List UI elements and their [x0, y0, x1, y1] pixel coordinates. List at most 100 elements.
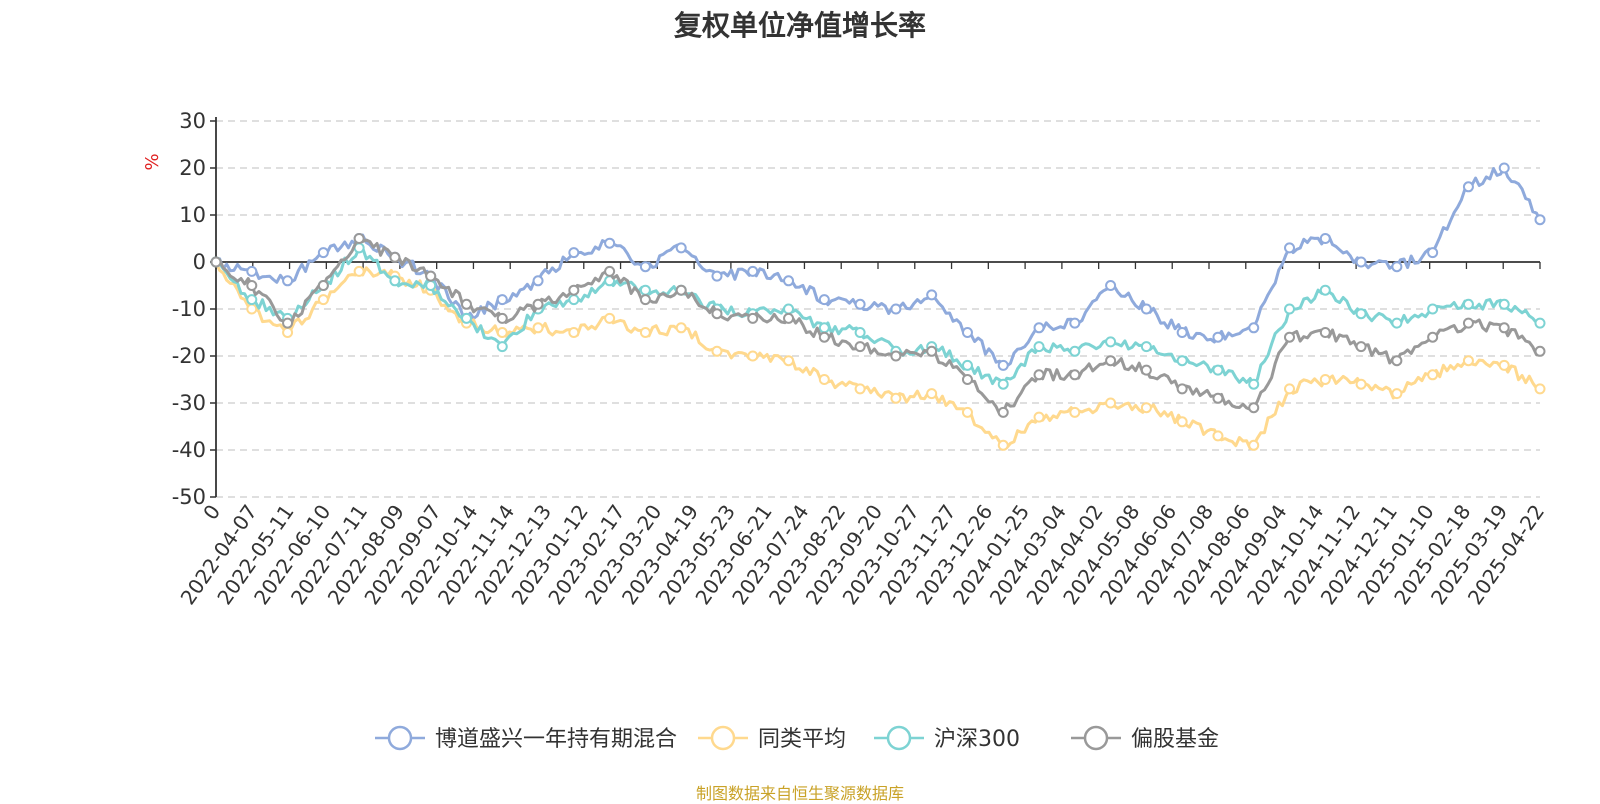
legend-label: 偏股基金 [1131, 727, 1219, 752]
series-group [210, 256, 1546, 451]
data-point [1140, 341, 1152, 353]
data-point [353, 265, 365, 277]
data-point [1284, 331, 1296, 343]
data-point [604, 312, 616, 324]
data-point [1427, 331, 1439, 343]
data-point [1176, 355, 1188, 367]
data-point [532, 298, 544, 310]
data-point [353, 233, 365, 244]
data-point [568, 294, 580, 306]
y-tick-label: 0 [193, 250, 206, 274]
legend-item[interactable]: 博道盛兴一年持有期混合 [375, 725, 677, 752]
data-point [890, 350, 902, 362]
data-point [1140, 303, 1152, 315]
grid-layer [216, 120, 1540, 498]
data-point [961, 374, 973, 385]
data-point [1534, 383, 1546, 395]
y-tick-label: 20 [179, 156, 206, 180]
data-point [496, 327, 508, 338]
data-point [1462, 181, 1474, 193]
data-point [1033, 341, 1045, 353]
data-point [1462, 317, 1474, 329]
data-point [1427, 247, 1439, 259]
data-point [854, 298, 866, 310]
data-point [1355, 378, 1367, 390]
data-point [854, 383, 866, 395]
data-point [1033, 411, 1045, 423]
data-point [1284, 303, 1296, 315]
data-point [1498, 359, 1510, 371]
data-point [997, 439, 1009, 451]
data-point [460, 298, 472, 310]
data-point [1498, 322, 1510, 334]
data-point [747, 312, 759, 324]
data-point [1498, 298, 1510, 310]
data-point [317, 280, 329, 291]
series-line [215, 246, 1541, 386]
y-tick-label: -50 [172, 485, 206, 509]
data-point [926, 388, 938, 400]
data-point [317, 247, 329, 259]
data-point [711, 270, 723, 282]
data-point [890, 303, 902, 315]
legend-marker [886, 725, 912, 751]
legend-item[interactable]: 沪深300 [874, 725, 1020, 752]
y-tick-label: 10 [179, 203, 206, 227]
data-point [604, 265, 616, 277]
data-point [1212, 364, 1224, 376]
x-tick-label: 0 [198, 500, 225, 524]
data-point [282, 275, 294, 287]
data-point [282, 317, 294, 329]
data-point [783, 355, 795, 367]
data-point [246, 265, 258, 277]
y-tick-label: 30 [179, 109, 206, 133]
data-point [1069, 317, 1081, 329]
data-point [389, 275, 401, 287]
data-point [532, 275, 544, 287]
data-point [1248, 439, 1260, 451]
data-point [1498, 162, 1510, 174]
data-point [639, 294, 651, 306]
data-point [1033, 322, 1045, 334]
data-point [1534, 345, 1546, 357]
data-point [1391, 317, 1403, 329]
data-point [1427, 369, 1439, 381]
data-point [1176, 416, 1188, 428]
data-point [1176, 327, 1188, 338]
axis-layer: 3020100-10-20-30-40-50%02022-04-072022-0… [142, 109, 1549, 609]
legend-marker [710, 725, 736, 751]
data-point [818, 322, 830, 334]
data-point [246, 294, 258, 306]
data-point [1355, 341, 1367, 353]
data-point [1105, 336, 1117, 348]
data-point [246, 280, 258, 291]
data-point [1069, 406, 1081, 418]
data-point [425, 270, 437, 282]
data-point [675, 242, 687, 254]
legend-item[interactable]: 偏股基金 [1071, 725, 1219, 752]
data-point [711, 308, 723, 320]
data-point [1319, 327, 1331, 338]
data-point [1248, 402, 1260, 414]
data-point [926, 345, 938, 357]
data-point [1140, 364, 1152, 376]
data-point [1284, 383, 1296, 395]
data-point [568, 284, 580, 296]
data-point [818, 331, 830, 343]
data-point [210, 256, 222, 268]
legend-item[interactable]: 同类平均 [698, 725, 846, 752]
legend-label: 沪深300 [934, 727, 1020, 752]
data-point [317, 294, 329, 306]
data-point [389, 251, 401, 263]
data-point [1212, 392, 1224, 404]
data-point [1033, 369, 1045, 381]
data-point [1391, 261, 1403, 273]
data-point [282, 327, 294, 338]
data-point [818, 374, 830, 385]
data-point [1140, 402, 1152, 414]
y-tick-label: -10 [172, 297, 206, 321]
data-point [1534, 214, 1546, 226]
data-point [1391, 388, 1403, 400]
data-point [1462, 355, 1474, 367]
